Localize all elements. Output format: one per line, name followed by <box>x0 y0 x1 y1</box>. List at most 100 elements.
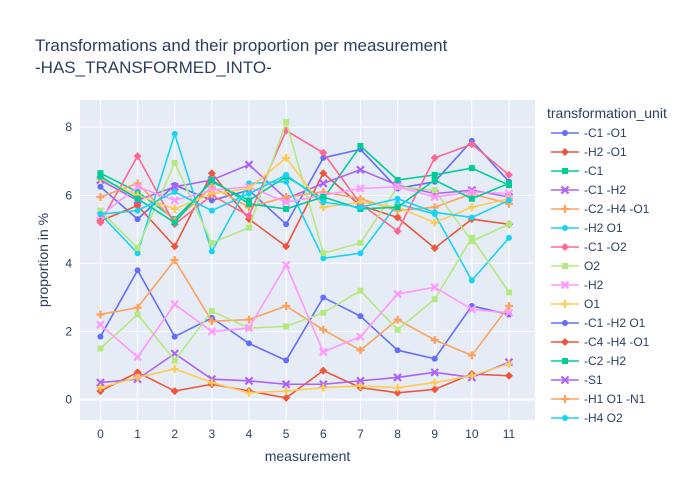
data-point[interactable] <box>506 234 512 241</box>
data-point[interactable] <box>431 177 438 183</box>
data-point[interactable] <box>283 357 290 364</box>
data-point[interactable] <box>357 250 364 257</box>
data-point[interactable] <box>356 346 365 355</box>
data-point[interactable] <box>283 221 290 228</box>
data-point[interactable] <box>430 153 439 162</box>
data-point[interactable] <box>207 327 217 336</box>
data-point[interactable] <box>133 182 142 192</box>
data-point[interactable] <box>468 277 475 284</box>
data-point[interactable] <box>562 130 568 136</box>
data-point[interactable] <box>245 388 253 397</box>
legend-item[interactable]: O2 <box>551 259 600 273</box>
data-point[interactable] <box>134 250 141 257</box>
data-point[interactable] <box>430 368 439 377</box>
data-point[interactable] <box>171 357 178 364</box>
data-point[interactable] <box>97 170 104 177</box>
data-point[interactable] <box>506 221 512 228</box>
data-point[interactable] <box>394 204 401 211</box>
data-point[interactable] <box>560 375 570 385</box>
data-point[interactable] <box>505 301 513 310</box>
data-point[interactable] <box>506 289 512 296</box>
data-point[interactable] <box>431 296 438 303</box>
data-point[interactable] <box>283 171 290 178</box>
legend-item[interactable]: -C2 -H2 <box>551 354 626 368</box>
data-point[interactable] <box>561 148 569 156</box>
data-point[interactable] <box>505 359 513 368</box>
data-point[interactable] <box>320 309 327 316</box>
legend-item[interactable]: -H2 -O1 <box>551 145 627 159</box>
data-point[interactable] <box>96 320 105 329</box>
legend-item[interactable]: -H2 <box>551 278 604 292</box>
data-point[interactable] <box>96 378 105 387</box>
data-point[interactable] <box>562 358 568 364</box>
data-point[interactable] <box>244 160 254 169</box>
data-point[interactable] <box>394 195 401 202</box>
data-point[interactable] <box>504 308 514 318</box>
data-point[interactable] <box>431 209 438 216</box>
data-point[interactable] <box>562 320 568 326</box>
legend-item[interactable]: -C1 -H2 <box>551 183 626 197</box>
data-point[interactable] <box>282 301 291 310</box>
data-point[interactable] <box>97 183 104 190</box>
data-point[interactable] <box>133 152 142 161</box>
data-point[interactable] <box>170 196 179 205</box>
data-point[interactable] <box>561 300 569 308</box>
data-point[interactable] <box>133 352 142 362</box>
data-point[interactable] <box>431 355 438 362</box>
data-point[interactable] <box>505 170 513 179</box>
data-point[interactable] <box>357 239 364 246</box>
data-point[interactable] <box>208 239 215 246</box>
data-point[interactable] <box>283 323 290 330</box>
data-point[interactable] <box>245 315 253 324</box>
data-point[interactable] <box>171 333 178 340</box>
data-point[interactable] <box>467 351 476 360</box>
data-point[interactable] <box>134 195 141 202</box>
data-point[interactable] <box>134 267 141 274</box>
data-point[interactable] <box>244 323 254 333</box>
data-point[interactable] <box>505 371 513 380</box>
data-point[interactable] <box>170 256 179 264</box>
data-point[interactable] <box>207 189 216 198</box>
data-point[interactable] <box>320 199 327 206</box>
data-point[interactable] <box>208 197 215 204</box>
data-point[interactable] <box>393 373 402 382</box>
data-point[interactable] <box>282 126 291 135</box>
data-point[interactable] <box>430 336 439 344</box>
data-point[interactable] <box>320 250 327 257</box>
data-point[interactable] <box>171 219 178 226</box>
data-point[interactable] <box>207 378 216 387</box>
data-point[interactable] <box>171 159 178 166</box>
data-point[interactable] <box>504 189 514 198</box>
data-point[interactable] <box>207 317 216 326</box>
data-point[interactable] <box>246 340 252 347</box>
data-point[interactable] <box>468 214 475 221</box>
data-point[interactable] <box>468 195 475 202</box>
data-point[interactable] <box>283 205 290 212</box>
data-point[interactable] <box>467 187 477 197</box>
data-point[interactable] <box>134 216 141 223</box>
data-point[interactable] <box>246 190 252 197</box>
data-point[interactable] <box>319 366 328 375</box>
data-point[interactable] <box>245 211 253 220</box>
data-point[interactable] <box>561 338 569 346</box>
data-point[interactable] <box>467 305 477 314</box>
data-point[interactable] <box>320 194 327 201</box>
data-point[interactable] <box>208 177 215 183</box>
data-point[interactable] <box>170 242 179 251</box>
data-point[interactable] <box>170 364 179 373</box>
data-point[interactable] <box>430 218 439 227</box>
data-point[interactable] <box>506 197 512 204</box>
data-point[interactable] <box>97 345 104 352</box>
data-point[interactable] <box>393 388 402 397</box>
data-point[interactable] <box>320 154 327 161</box>
data-point[interactable] <box>97 211 104 218</box>
data-point[interactable] <box>319 325 328 334</box>
data-point[interactable] <box>506 180 512 187</box>
data-point[interactable] <box>356 184 365 193</box>
data-point[interactable] <box>97 333 104 340</box>
data-point[interactable] <box>430 385 439 394</box>
legend-item[interactable]: O1 <box>551 297 600 311</box>
data-point[interactable] <box>170 299 179 309</box>
data-point[interactable] <box>208 248 215 255</box>
data-point[interactable] <box>282 393 291 402</box>
